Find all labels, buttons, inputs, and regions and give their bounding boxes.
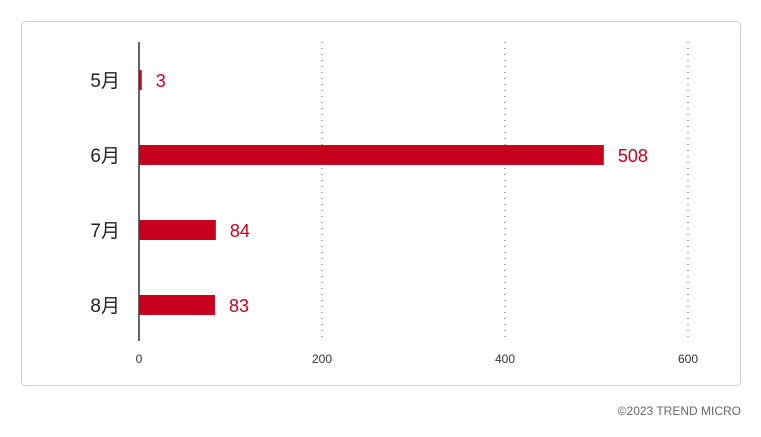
card: [21, 21, 741, 386]
bar: [139, 295, 215, 315]
x-tick-label: 0: [136, 352, 143, 366]
bar: [139, 70, 142, 90]
x-tick-label: 600: [678, 352, 698, 366]
value-label: 84: [230, 221, 250, 241]
y-tick-label: 6月: [90, 146, 120, 167]
y-tick-label: 7月: [90, 221, 120, 242]
bar: [139, 220, 216, 240]
value-label: 508: [618, 146, 648, 166]
value-label: 83: [229, 296, 249, 316]
x-tick-label: 400: [495, 352, 515, 366]
bar: [139, 145, 604, 165]
footer: ©2023 TREND MICRO: [618, 404, 741, 418]
x-tick-label: 200: [312, 352, 332, 366]
y-tick-label: 8月: [90, 296, 120, 317]
value-label: 3: [156, 71, 166, 91]
y-tick-label: 5月: [90, 71, 120, 92]
